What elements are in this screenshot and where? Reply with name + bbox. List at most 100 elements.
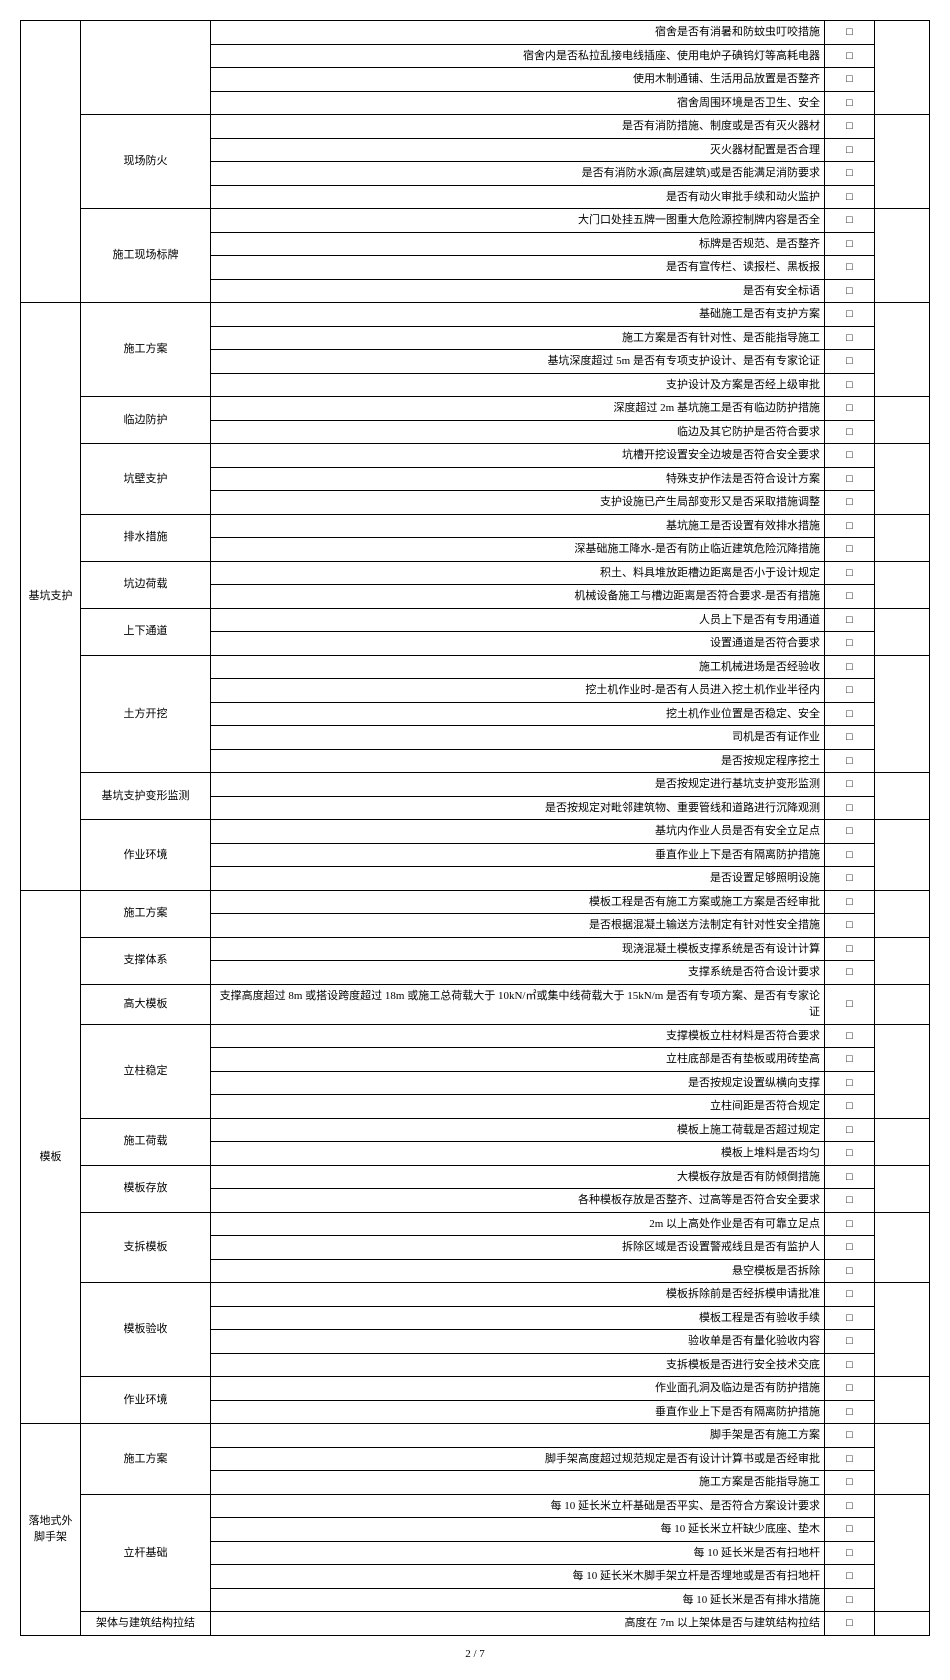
item-cell: 挖土机作业位置是否稳定、安全 [211, 702, 825, 726]
checkbox-cell: □ [825, 279, 875, 303]
item-cell: 设置通道是否符合要求 [211, 632, 825, 656]
checkbox-cell: □ [825, 726, 875, 750]
checkbox-cell: □ [825, 1071, 875, 1095]
item-cell: 脚手架高度超过规范规定是否有设计计算书或是否经审批 [211, 1447, 825, 1471]
subcategory-cell: 施工现场标牌 [81, 209, 211, 303]
remark-cell [875, 209, 930, 303]
remark-cell [875, 115, 930, 209]
item-cell: 支撑系统是否符合设计要求 [211, 961, 825, 985]
subcategory-cell: 施工方案 [81, 1424, 211, 1495]
checkbox-cell: □ [825, 1142, 875, 1166]
checkbox-cell: □ [825, 820, 875, 844]
subcategory-cell: 架体与建筑结构拉结 [81, 1612, 211, 1636]
checkbox-cell: □ [825, 1024, 875, 1048]
remark-cell [875, 1118, 930, 1165]
item-cell: 模板上堆料是否均匀 [211, 1142, 825, 1166]
item-cell: 是否有动火审批手续和动火监护 [211, 185, 825, 209]
checkbox-cell: □ [825, 373, 875, 397]
category-cell: 落地式外脚手架 [21, 1424, 81, 1636]
item-cell: 垂直作业上下是否有隔离防护措施 [211, 843, 825, 867]
subcategory-cell: 施工荷载 [81, 1118, 211, 1165]
item-cell: 垂直作业上下是否有隔离防护措施 [211, 1400, 825, 1424]
checkbox-cell: □ [825, 1518, 875, 1542]
item-cell: 作业面孔洞及临边是否有防护措施 [211, 1377, 825, 1401]
item-cell: 立柱底部是否有垫板或用砖垫高 [211, 1048, 825, 1072]
remark-cell [875, 1024, 930, 1118]
subcategory-cell: 排水措施 [81, 514, 211, 561]
item-cell: 坑槽开挖设置安全边坡是否符合安全要求 [211, 444, 825, 468]
item-cell: 是否根据混凝土输送方法制定有针对性安全措施 [211, 914, 825, 938]
checkbox-cell: □ [825, 1353, 875, 1377]
item-cell: 每 10 延长米是否有排水措施 [211, 1588, 825, 1612]
item-cell: 施工方案是否有针对性、是否能指导施工 [211, 326, 825, 350]
item-cell: 是否有消防措施、制度或是否有灭火器材 [211, 115, 825, 139]
item-cell: 是否按规定进行基坑支护变形监测 [211, 773, 825, 797]
category-cell [21, 21, 81, 303]
item-cell: 支护设计及方案是否经上级审批 [211, 373, 825, 397]
checkbox-cell: □ [825, 350, 875, 374]
remark-cell [875, 561, 930, 608]
checkbox-cell: □ [825, 1118, 875, 1142]
checkbox-cell: □ [825, 1377, 875, 1401]
remark-cell [875, 890, 930, 937]
checkbox-cell: □ [825, 702, 875, 726]
checkbox-cell: □ [825, 1048, 875, 1072]
checkbox-cell: □ [825, 138, 875, 162]
item-cell: 每 10 延长米立杆缺少底座、垫木 [211, 1518, 825, 1542]
checkbox-cell: □ [825, 679, 875, 703]
item-cell: 模板工程是否有验收手续 [211, 1306, 825, 1330]
subcategory-cell: 模板验收 [81, 1283, 211, 1377]
checkbox-cell: □ [825, 1424, 875, 1448]
remark-cell [875, 1612, 930, 1636]
checkbox-cell: □ [825, 91, 875, 115]
item-cell: 每 10 延长米立杆基础是否平实、是否符合方案设计要求 [211, 1494, 825, 1518]
item-cell: 大门口处挂五牌一图重大危险源控制牌内容是否全 [211, 209, 825, 233]
category-cell: 模板 [21, 890, 81, 1424]
item-cell: 每 10 延长米是否有扫地杆 [211, 1541, 825, 1565]
checkbox-cell: □ [825, 1494, 875, 1518]
checkbox-cell: □ [825, 444, 875, 468]
item-cell: 2m 以上高处作业是否有可靠立足点 [211, 1212, 825, 1236]
subcategory-cell: 支撑体系 [81, 937, 211, 984]
subcategory-cell: 基坑支护变形监测 [81, 773, 211, 820]
inspection-table: 宿舍是否有消暑和防蚊虫叮咬措施□宿舍内是否私拉乱接电线插座、使用电炉子碘钨灯等高… [20, 20, 930, 1636]
checkbox-cell: □ [825, 303, 875, 327]
remark-cell [875, 937, 930, 984]
remark-cell [875, 21, 930, 115]
subcategory-cell: 施工方案 [81, 890, 211, 937]
checkbox-cell: □ [825, 843, 875, 867]
item-cell: 是否按规定设置纵横向支撑 [211, 1071, 825, 1095]
subcategory-cell: 施工方案 [81, 303, 211, 397]
subcategory-cell: 上下通道 [81, 608, 211, 655]
item-cell: 基坑施工是否设置有效排水措施 [211, 514, 825, 538]
checkbox-cell: □ [825, 538, 875, 562]
checkbox-cell: □ [825, 256, 875, 280]
item-cell: 使用木制通铺、生活用品放置是否整齐 [211, 68, 825, 92]
checkbox-cell: □ [825, 326, 875, 350]
checkbox-cell: □ [825, 1447, 875, 1471]
remark-cell [875, 1424, 930, 1495]
checkbox-cell: □ [825, 1212, 875, 1236]
item-cell: 模板上施工荷载是否超过规定 [211, 1118, 825, 1142]
item-cell: 支撑模板立柱材料是否符合要求 [211, 1024, 825, 1048]
item-cell: 支护设施已产生局部变形又是否采取措施调整 [211, 491, 825, 515]
item-cell: 是否设置足够照明设施 [211, 867, 825, 891]
checkbox-cell: □ [825, 937, 875, 961]
checkbox-cell: □ [825, 1236, 875, 1260]
checkbox-cell: □ [825, 1612, 875, 1636]
checkbox-cell: □ [825, 1588, 875, 1612]
remark-cell [875, 444, 930, 515]
checkbox-cell: □ [825, 1471, 875, 1495]
checkbox-cell: □ [825, 608, 875, 632]
item-cell: 司机是否有证作业 [211, 726, 825, 750]
subcategory-cell: 模板存放 [81, 1165, 211, 1212]
item-cell: 现浇混凝土模板支撑系统是否有设计计算 [211, 937, 825, 961]
checkbox-cell: □ [825, 796, 875, 820]
item-cell: 模板拆除前是否经拆模申请批准 [211, 1283, 825, 1307]
remark-cell [875, 514, 930, 561]
checkbox-cell: □ [825, 467, 875, 491]
checkbox-cell: □ [825, 1189, 875, 1213]
checkbox-cell: □ [825, 749, 875, 773]
subcategory-cell: 立杆基础 [81, 1494, 211, 1612]
item-cell: 各种模板存放是否整齐、过高等是否符合安全要求 [211, 1189, 825, 1213]
